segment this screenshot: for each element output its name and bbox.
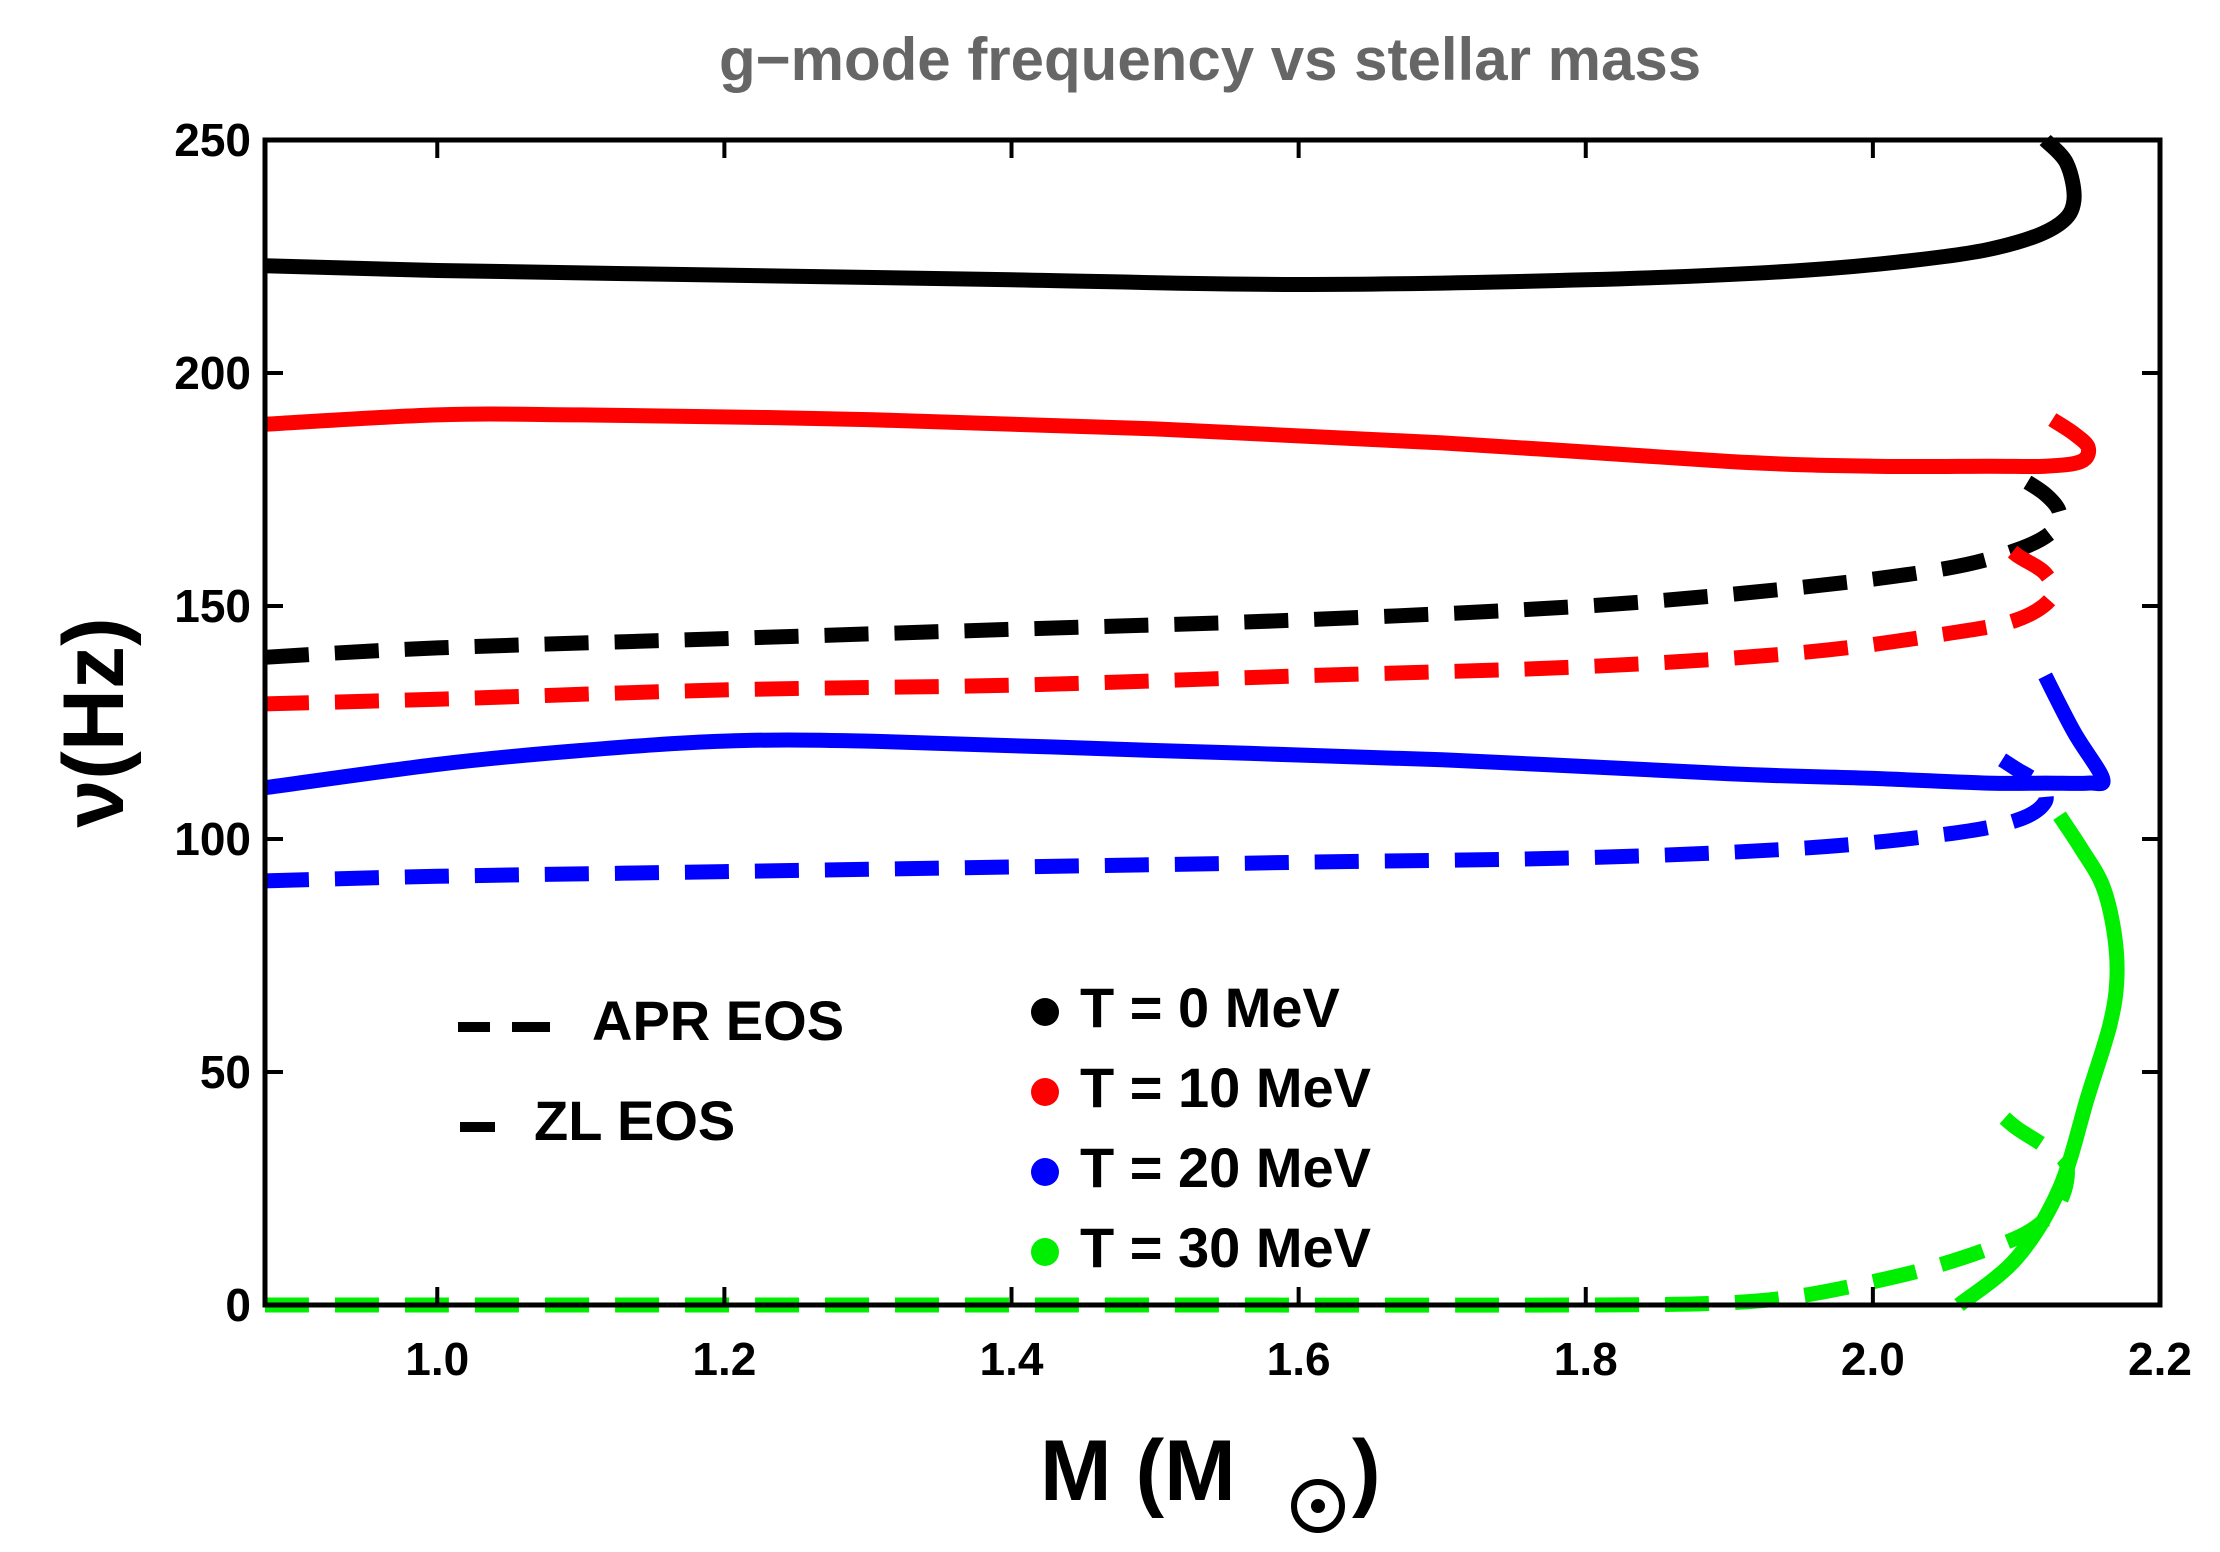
ticks-layer: 1.0 1.2 1.4 1.6 1.8 2.0 2.2 0 50 100 150 200 250 bbox=[174, 114, 2192, 1385]
legend-dot-t0 bbox=[1031, 998, 1059, 1026]
legend-eos: APR EOS ZL EOS bbox=[458, 989, 844, 1152]
legend-temp-20-label: T = 20 MeV bbox=[1080, 1136, 1371, 1199]
y-tick-label: 200 bbox=[174, 347, 251, 399]
legend-temperature: T = 0 MeV T = 10 MeV T = 20 MeV T = 30 M… bbox=[1031, 976, 1371, 1279]
x-tick-label: 1.0 bbox=[405, 1333, 469, 1385]
legend-temp-10: T = 10 MeV bbox=[1031, 1056, 1371, 1119]
legend-temp-30-label: T = 30 MeV bbox=[1080, 1216, 1371, 1279]
y-tick-label: 150 bbox=[174, 580, 251, 632]
series-line-apr-t10 bbox=[264, 530, 2062, 712]
x-tick-label: 1.2 bbox=[692, 1333, 756, 1385]
y-tick-label: 50 bbox=[200, 1046, 251, 1098]
legend-temp-30: T = 30 MeV bbox=[1031, 1216, 1371, 1279]
legend-dot-t30 bbox=[1031, 1238, 1059, 1266]
legend-temp-20: T = 20 MeV bbox=[1031, 1136, 1371, 1199]
x-axis-label-group: M (M ) bbox=[1040, 1423, 1381, 1533]
x-axis-label-suffix: ) bbox=[1352, 1423, 1381, 1519]
x-tick-label: 1.8 bbox=[1554, 1333, 1618, 1385]
series-line-zl-t0 bbox=[264, 134, 2082, 292]
legend-eos-zl-label: ZL EOS bbox=[534, 1089, 735, 1152]
plot-frame bbox=[262, 137, 2163, 1308]
legend-eos-zl: ZL EOS bbox=[460, 1089, 735, 1152]
x-tick-label: 1.4 bbox=[980, 1333, 1044, 1385]
series-line-apr-t20 bbox=[264, 753, 2054, 889]
legend-eos-apr: APR EOS bbox=[458, 989, 844, 1052]
legend-temp-0: T = 0 MeV bbox=[1031, 976, 1340, 1039]
y-axis-label: ν(Hz) bbox=[46, 617, 142, 827]
y-tick-label: 250 bbox=[174, 114, 251, 166]
x-tick-label: 1.6 bbox=[1267, 1333, 1331, 1385]
x-tick-label: 2.0 bbox=[1841, 1333, 1905, 1385]
x-tick-label: 2.2 bbox=[2128, 1333, 2192, 1385]
legend-eos-apr-label: APR EOS bbox=[592, 989, 844, 1052]
chart-title: g−mode frequency vs stellar mass bbox=[719, 26, 1701, 93]
y-tick-label: 100 bbox=[174, 813, 251, 865]
x-axis-label: M (M bbox=[1040, 1423, 1236, 1519]
y-tick-label: 0 bbox=[225, 1279, 251, 1331]
legend-dot-t20 bbox=[1031, 1158, 1059, 1186]
series-line-apr-t0 bbox=[264, 469, 2068, 665]
series-line-zl-t10 bbox=[264, 406, 2097, 475]
legend-dot-t10 bbox=[1031, 1078, 1059, 1106]
legend-temp-0-label: T = 0 MeV bbox=[1080, 976, 1340, 1039]
series-line-zl-t20 bbox=[264, 672, 2111, 796]
sun-symbol-icon bbox=[1291, 1479, 1345, 1533]
legend-temp-10-label: T = 10 MeV bbox=[1080, 1056, 1371, 1119]
